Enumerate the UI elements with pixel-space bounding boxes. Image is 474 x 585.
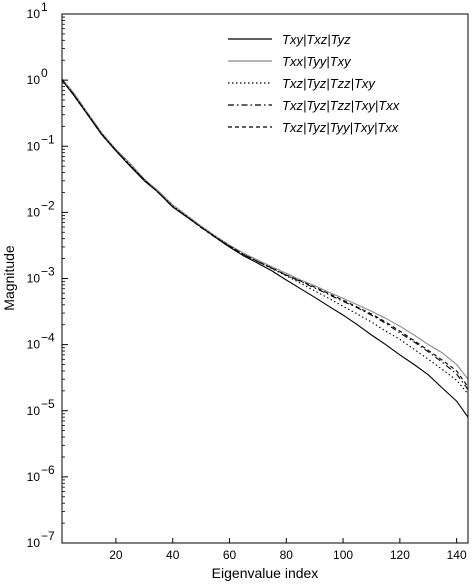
y-tick-exponent: −5 xyxy=(41,397,55,411)
y-tick-exponent: −1 xyxy=(41,132,55,146)
y-tick-label: 10 xyxy=(27,205,41,219)
x-tick-label: 140 xyxy=(447,548,467,562)
y-tick-label: 10 xyxy=(27,470,41,484)
y-tick-label: 10 xyxy=(27,404,41,418)
x-tick-label: 120 xyxy=(390,548,410,562)
y-axis-title: Magnitude xyxy=(1,245,17,311)
y-tick-label: 10 xyxy=(27,7,41,21)
y-tick-exponent: −6 xyxy=(41,463,55,477)
y-tick-label: 10 xyxy=(27,536,41,550)
y-tick-exponent: −4 xyxy=(41,331,55,345)
x-tick-label: 40 xyxy=(166,548,180,562)
series-line-4 xyxy=(61,79,469,390)
y-tick-label: 10 xyxy=(27,73,41,87)
y-tick-exponent: −3 xyxy=(41,265,55,279)
y-tick-label: 10 xyxy=(27,338,41,352)
x-axis-ticks: 20 40 60 80 100 120 140 xyxy=(109,538,467,562)
legend-label-3: Txz|Tyz|Tzz|Txy xyxy=(282,76,376,91)
x-tick-label: 100 xyxy=(333,548,353,562)
series-line-5 xyxy=(61,79,469,388)
y-tick-exponent: −7 xyxy=(41,529,55,543)
x-tick-label: 20 xyxy=(109,548,123,562)
legend-label-1: Txy|Txz|Tyz xyxy=(282,32,351,47)
y-tick-exponent: −2 xyxy=(41,198,55,212)
legend-label-5: Txz|Tyz|Tyy|Txy|Txx xyxy=(282,120,399,135)
x-tick-label: 80 xyxy=(280,548,294,562)
series-line-2 xyxy=(61,78,469,380)
y-tick-label: 10 xyxy=(27,272,41,286)
x-axis-title: Eigenvalue index xyxy=(212,565,319,581)
y-tick-exponent: 1 xyxy=(41,0,48,14)
x-tick-label: 60 xyxy=(223,548,237,562)
series-layer xyxy=(61,78,469,418)
y-tick-label: 10 xyxy=(27,139,41,153)
y-tick-exponent: 0 xyxy=(41,66,48,80)
legend-label-2: Txx|Tyy|Txy xyxy=(282,54,352,69)
legend: Txy|Txz|Tyz Txx|Tyy|Txy Txz|Tyz|Tzz|Txy Txz… xyxy=(228,32,400,135)
legend-label-4: Txz|Tyz|Tzz|Txy|Txx xyxy=(282,98,400,113)
